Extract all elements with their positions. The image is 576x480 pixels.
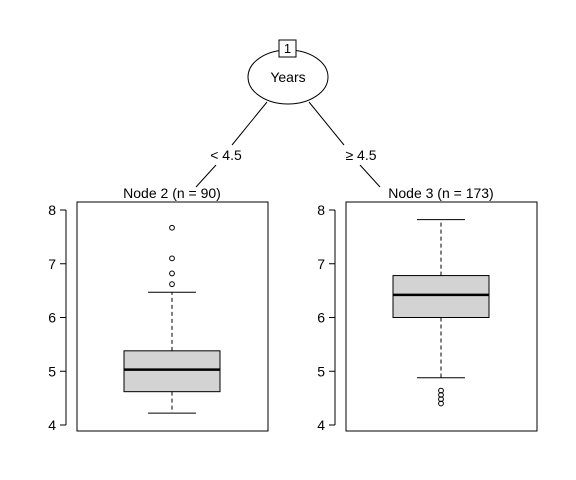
outlier-point	[438, 400, 444, 407]
outlier-point	[169, 224, 175, 231]
outlier-point	[169, 281, 175, 288]
edge-right-upper	[308, 101, 345, 146]
root-node-id: 1	[284, 41, 291, 56]
edge-right-lower	[359, 164, 381, 188]
outlier-point	[169, 255, 175, 262]
y-tick-label: 6	[317, 310, 325, 326]
node-3-title: Node 3 (n = 173)	[388, 185, 493, 201]
outlier-point	[438, 387, 444, 394]
terminal-node-3-panel: Node 3 (n = 173) 4 5 6 7 8	[317, 185, 538, 433]
node-3-plot-frame	[345, 201, 538, 432]
root-node-id-box	[278, 39, 297, 58]
y-tick-label: 8	[48, 202, 56, 218]
outlier-point	[438, 392, 444, 398]
y-tick-label: 4	[317, 417, 325, 433]
node-2-plot-frame	[76, 201, 269, 432]
y-tick-label: 4	[48, 417, 56, 433]
y-tick-label: 6	[48, 310, 56, 326]
root-node: Years 1	[247, 39, 329, 105]
edge-left-upper	[231, 101, 268, 146]
node-2-title: Node 2 (n = 90)	[123, 185, 221, 201]
root-node-variable: Years	[270, 69, 305, 85]
node-3-boxplot	[392, 219, 490, 407]
y-tick-label: 5	[48, 363, 56, 379]
edge-left-lower	[195, 164, 217, 188]
edge-label-left: < 4.5	[210, 147, 242, 163]
terminal-node-2-panel: Node 2 (n = 90) 4 5 6 7 8	[48, 185, 269, 433]
outlier-point	[169, 270, 175, 277]
iqr-box	[123, 350, 221, 393]
node-2-y-axis: 4 5 6 7 8	[48, 202, 67, 433]
node-3-y-axis: 4 5 6 7 8	[317, 202, 336, 433]
y-tick-label: 8	[317, 202, 325, 218]
y-tick-label: 7	[317, 256, 325, 272]
node-2-boxplot	[123, 224, 221, 414]
y-tick-label: 7	[48, 256, 56, 272]
y-tick-label: 5	[317, 363, 325, 379]
edge-label-right: ≥ 4.5	[345, 147, 376, 163]
iqr-box	[392, 275, 490, 319]
